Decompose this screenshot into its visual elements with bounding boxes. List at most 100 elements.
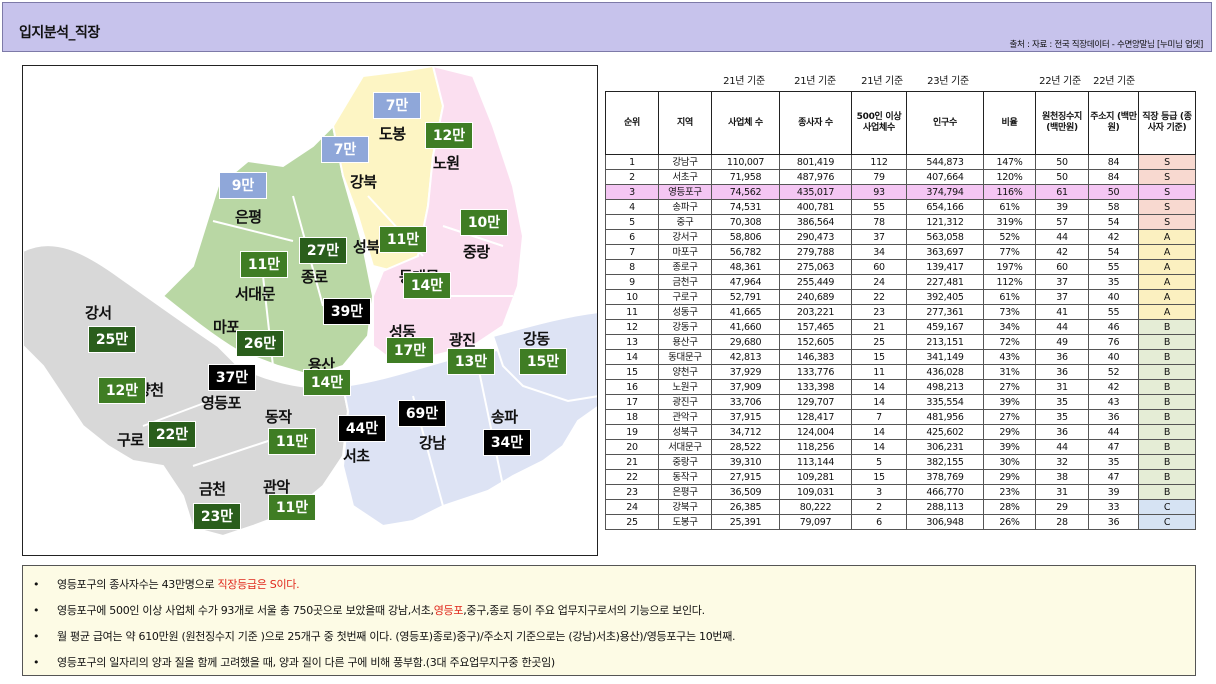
table-cell: 363,697 (906, 244, 984, 260)
note-item: • 영등포구의 종사자수는 43만명으로 직장등급은 S이다. (33, 572, 1195, 598)
table-cell: 50 (1035, 169, 1089, 185)
table-cell: 2 (605, 169, 659, 185)
worker-count-badge: 12만 (425, 122, 473, 149)
table-cell: 61% (983, 199, 1036, 215)
table-row: 17 광진구 33,706 129,707 14 335,554 39% 35 43 B (605, 394, 1196, 410)
table-cell: 255,449 (779, 274, 852, 290)
column-header: 원천징수지 (백만원) (1035, 91, 1089, 155)
table-cell: 55 (851, 199, 907, 215)
note-text: ,중구,종로 등이 주요 업무지구로서의 기능으로 보인다. (463, 604, 705, 617)
note-text: 월 평균 급여는 약 610만원 (원천징수지 기준 )으로 25개구 중 첫번… (57, 630, 736, 643)
table-cell: 52 (1088, 364, 1139, 380)
table-cell: 152,605 (779, 334, 852, 350)
table-cell: 481,956 (906, 409, 984, 425)
table-row: 4 송파구 74,531 400,781 55 654,166 61% 39 58 S (605, 199, 1196, 215)
table-row: 14 동대문구 42,813 146,383 15 341,149 43% 36 40 B (605, 349, 1196, 365)
district-label: 도봉 (379, 125, 406, 143)
grade-cell: B (1138, 394, 1196, 410)
table-cell: 435,017 (779, 184, 852, 200)
worker-count-badge: 12만 (98, 377, 146, 404)
table-cell: 113,144 (779, 454, 852, 470)
grade-cell: S (1138, 169, 1196, 185)
table-cell: 강서구 (658, 229, 712, 245)
table-cell: 48,361 (711, 259, 780, 275)
table-cell: 36,509 (711, 484, 780, 500)
table-cell: 47 (1088, 439, 1139, 455)
table-cell: 240,689 (779, 289, 852, 305)
grade-cell: B (1138, 349, 1196, 365)
worker-count-badge: 7만 (321, 136, 369, 163)
table-cell: 386,564 (779, 214, 852, 230)
table-cell: 21 (605, 454, 659, 470)
table-cell: 392,405 (906, 289, 984, 305)
table-cell: 72% (983, 334, 1036, 350)
table-cell: 70,308 (711, 214, 780, 230)
table-cell: 36 (1035, 424, 1089, 440)
table-row: 18 관악구 37,915 128,417 7 481,956 27% 35 36 B (605, 409, 1196, 425)
column-header: 직장 등급 (종사자 기준) (1138, 91, 1196, 155)
table-cell: 35 (1035, 409, 1089, 425)
table-cell: 133,398 (779, 379, 852, 395)
grade-cell: B (1138, 364, 1196, 380)
table-cell: 341,149 (906, 349, 984, 365)
table-cell: 44 (1035, 439, 1089, 455)
table-cell: 37 (851, 229, 907, 245)
table-cell: 487,976 (779, 169, 852, 185)
worker-count-badge: 27만 (299, 237, 347, 264)
column-header: 지역 (658, 91, 712, 155)
table-cell: 4 (605, 199, 659, 215)
table-cell: 374,794 (906, 184, 984, 200)
table-cell: 25 (851, 334, 907, 350)
table-header-row: 순위 지역 사업체 수 종사자 수 500인 이상 사업체수 인구수 비율 원천… (605, 91, 1196, 155)
table-cell: 42 (1088, 379, 1139, 395)
table-cell: 41,660 (711, 319, 780, 335)
table-cell: 18 (605, 409, 659, 425)
table-cell: 7 (851, 409, 907, 425)
district-label: 관악 (263, 478, 290, 496)
table-cell: 52% (983, 229, 1036, 245)
worker-count-badge: 44만 (338, 415, 386, 442)
table-cell: 29 (1035, 499, 1089, 515)
table-cell: 15 (851, 349, 907, 365)
table-cell: 3 (605, 184, 659, 200)
table-cell: 6 (851, 514, 907, 530)
table-cell: 중랑구 (658, 454, 712, 470)
district-label: 강북 (350, 173, 377, 191)
district-label: 노원 (433, 154, 460, 172)
table-cell: 436,028 (906, 364, 984, 380)
table-cell: 36 (1088, 409, 1139, 425)
grade-cell: S (1138, 184, 1196, 200)
table-cell: 31 (1035, 379, 1089, 395)
table-cell: 56,782 (711, 244, 780, 260)
grade-cell: B (1138, 319, 1196, 335)
table-cell: 15 (851, 469, 907, 485)
table-cell: 동작구 (658, 469, 712, 485)
table-cell: 17 (605, 394, 659, 410)
table-cell: 광진구 (658, 394, 712, 410)
table-cell: 37 (1035, 289, 1089, 305)
column-header: 주소지 (백만원) (1088, 91, 1139, 155)
grade-cell: A (1138, 289, 1196, 305)
district-label: 종로 (301, 268, 328, 286)
table-cell: 47 (1088, 469, 1139, 485)
table-cell: 58 (1088, 199, 1139, 215)
grade-cell: B (1138, 379, 1196, 395)
district-label: 송파 (491, 408, 518, 426)
table-cell: 23% (983, 484, 1036, 500)
table-cell: 563,058 (906, 229, 984, 245)
table-row: 2 서초구 71,958 487,976 79 407,664 120% 50 84 S (605, 169, 1196, 185)
table-cell: 54 (1088, 244, 1139, 260)
district-label: 강서 (85, 304, 112, 322)
table-cell: 금천구 (658, 274, 712, 290)
worker-count-badge: 7만 (373, 92, 421, 119)
ranking-table-panel: 21년 기준 21년 기준 21년 기준 23년 기준 22년 기준 22년 기… (605, 66, 1196, 556)
table-cell: 노원구 (658, 379, 712, 395)
table-cell: 71,958 (711, 169, 780, 185)
table-cell: 14 (851, 394, 907, 410)
table-cell: 120% (983, 169, 1036, 185)
table-cell: 3 (851, 484, 907, 500)
table-cell: 14 (851, 424, 907, 440)
district-label: 서대문 (235, 285, 275, 303)
table-cell: 은평구 (658, 484, 712, 500)
year-label: 21년 기준 (723, 76, 765, 87)
